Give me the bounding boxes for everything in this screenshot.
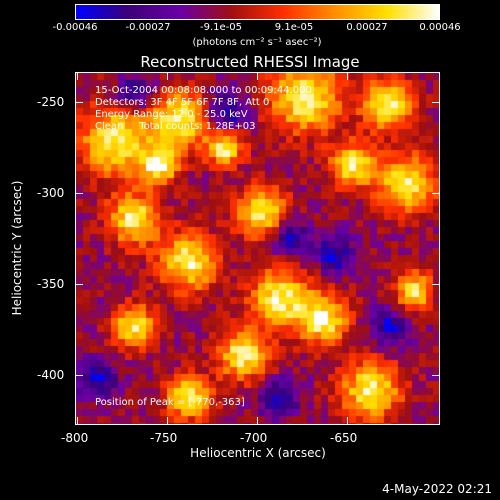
colorbar-tick-label: -9.1e-05 — [200, 22, 242, 33]
y-major-tick — [75, 375, 83, 376]
y-major-tick — [75, 102, 83, 103]
y-tick-label: -350 — [37, 277, 65, 291]
x-axis-label: Heliocentric X (arcsec) — [190, 446, 326, 460]
x-major-tick — [257, 72, 258, 80]
y-tick-label: -400 — [37, 368, 65, 382]
x-major-tick — [167, 72, 168, 80]
y-major-tick — [75, 284, 83, 285]
x-tick-label: -750 — [150, 431, 178, 445]
x-major-tick — [167, 417, 168, 425]
x-tick-label: -800 — [61, 431, 89, 445]
colorbar-tick-label: 0.00046 — [419, 22, 461, 33]
y-major-tick — [432, 375, 440, 376]
y-major-tick — [432, 284, 440, 285]
x-tick-label: -650 — [330, 431, 358, 445]
colorbar-unit-label: (photons cm⁻² s⁻¹ asec⁻²) — [192, 37, 322, 48]
info-detectors: Detectors: 3F 4F 5F 6F 7F 8F, Att 0 — [95, 97, 270, 108]
x-major-tick — [77, 417, 78, 425]
y-tick-label: -250 — [37, 95, 65, 109]
x-major-tick — [257, 417, 258, 425]
info-clean-counts: Clean Total counts: 1.28E+03 — [95, 121, 256, 132]
y-tick-label: -300 — [37, 186, 65, 200]
heatmap-image — [76, 73, 439, 424]
x-tick-label: -700 — [240, 431, 268, 445]
y-major-tick — [432, 193, 440, 194]
image-plot-area: 15-Oct-2004 00:08:08.000 to 00:09:44.000… — [75, 72, 440, 425]
x-major-tick — [347, 72, 348, 80]
info-time-range: 15-Oct-2004 00:08:08.000 to 00:09:44.000 — [95, 85, 312, 96]
plot-title: Reconstructed RHESSI Image — [140, 53, 360, 71]
peak-position-label: Position of Peak = [-770,-363] — [95, 397, 245, 408]
colorbar-tick-label: -0.00027 — [125, 22, 171, 33]
colorbar — [75, 4, 440, 20]
x-major-tick — [347, 417, 348, 425]
info-energy-range: Energy Range: 12.0 - 25.0 keV — [95, 109, 248, 120]
datestamp: 4-May-2022 02:21 — [382, 482, 492, 496]
y-major-tick — [432, 102, 440, 103]
x-major-tick — [77, 72, 78, 80]
colorbar-tick-label: 9.1e-05 — [274, 22, 314, 33]
y-axis-label: Heliocentric Y (arcsec) — [10, 180, 24, 316]
colorbar-tick-label: 0.00027 — [346, 22, 388, 33]
y-major-tick — [75, 193, 83, 194]
colorbar-tick-label: -0.00046 — [52, 22, 98, 33]
